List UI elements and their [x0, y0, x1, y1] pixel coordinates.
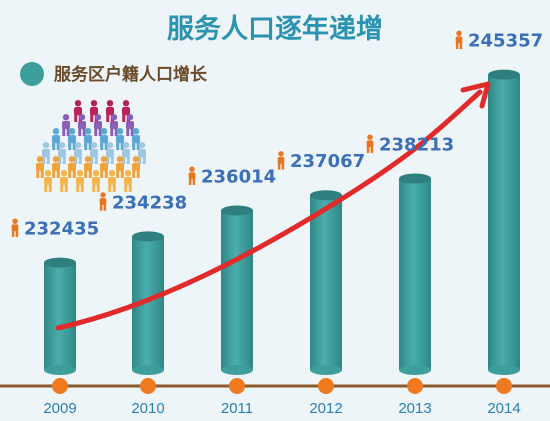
- bar-top: [132, 231, 164, 242]
- trend-arrow: [55, 81, 491, 331]
- crowd-person-icon: [60, 170, 68, 192]
- trend-arrow-head: [460, 81, 491, 109]
- bar-top: [221, 205, 253, 216]
- bar-base: [399, 365, 431, 375]
- x-axis: 2009 2010 2011 2012 2013 2014: [0, 378, 550, 417]
- crowd-person-icon: [100, 128, 108, 150]
- data-label: 245357: [455, 30, 543, 52]
- trend-arrow-line: [55, 89, 483, 331]
- crowd-person-icon: [100, 156, 108, 178]
- crowd-person-icon: [92, 170, 100, 192]
- crowd-of-people-icon: [36, 100, 146, 192]
- chart-title: 服务人口逐年递增: [167, 13, 383, 45]
- x-tick-label: 2011: [221, 400, 253, 417]
- bar-base: [488, 365, 520, 375]
- person-icon: [11, 218, 19, 237]
- crowd-person-icon: [90, 142, 98, 164]
- crowd-person-icon: [132, 156, 140, 178]
- value-labels: 232435 234238 236014 237067 238213 245357: [11, 30, 543, 240]
- crowd-person-icon: [126, 114, 134, 136]
- bar-top: [488, 69, 520, 80]
- x-tick-label: 2014: [487, 400, 520, 417]
- person-icon: [99, 192, 107, 211]
- person-icon: [277, 151, 285, 170]
- bar: [310, 190, 342, 375]
- bar-body: [488, 74, 520, 370]
- crowd-person-icon: [84, 156, 92, 178]
- crowd-person-icon: [124, 170, 132, 192]
- crowd-person-icon: [116, 156, 124, 178]
- data-label: 236014: [188, 166, 276, 188]
- crowd-person-icon: [132, 128, 140, 150]
- data-label: 232435: [11, 218, 99, 240]
- crowd-person-icon: [36, 156, 44, 178]
- value-label: 245357: [468, 31, 543, 52]
- data-label: 238213: [366, 134, 454, 156]
- legend-marker-icon: [20, 62, 44, 86]
- person-icon: [366, 134, 374, 153]
- bar: [221, 205, 253, 375]
- bar: [44, 257, 76, 375]
- bar: [399, 173, 431, 375]
- x-tick-label: 2013: [398, 400, 431, 417]
- crowd-person-icon: [108, 170, 116, 192]
- crowd-person-icon: [106, 142, 114, 164]
- person-icon: [455, 30, 463, 50]
- year-marker: [140, 378, 156, 394]
- crowd-person-icon: [138, 142, 146, 164]
- value-label: 236014: [201, 167, 276, 188]
- value-label: 237067: [290, 151, 365, 172]
- person-icon: [188, 166, 196, 185]
- x-tick-label: 2010: [131, 400, 164, 417]
- legend-label: 服务区户籍人口增长: [54, 64, 208, 85]
- year-marker: [229, 378, 245, 394]
- legend: 服务区户籍人口增长: [20, 62, 208, 86]
- value-label: 232435: [24, 219, 99, 240]
- x-tick-label: 2012: [309, 400, 342, 417]
- crowd-person-icon: [78, 114, 86, 136]
- crowd-person-icon: [52, 128, 60, 150]
- bar-base: [132, 365, 164, 375]
- data-label: 234238: [99, 192, 187, 213]
- bar-base: [221, 365, 253, 375]
- bar-top: [310, 190, 342, 201]
- crowd-person-icon: [84, 128, 92, 150]
- data-label: 237067: [277, 151, 365, 172]
- year-marker: [52, 378, 68, 394]
- value-label: 234238: [112, 192, 187, 213]
- year-marker: [496, 378, 512, 394]
- crowd-person-icon: [68, 156, 76, 178]
- crowd-person-icon: [74, 142, 82, 164]
- crowd-person-icon: [52, 156, 60, 178]
- crowd-person-icon: [62, 114, 70, 136]
- crowd-person-icon: [58, 142, 66, 164]
- crowd-person-icon: [94, 114, 102, 136]
- bar-base: [44, 365, 76, 375]
- value-label: 238213: [379, 135, 454, 156]
- bar-base: [310, 365, 342, 375]
- crowd-person-icon: [76, 170, 84, 192]
- bar-body: [399, 178, 431, 370]
- crowd-person-icon: [68, 128, 76, 150]
- bar-body: [44, 262, 76, 370]
- x-tick-label: 2009: [43, 400, 76, 417]
- bar: [488, 69, 520, 375]
- bar-body: [310, 195, 342, 370]
- crowd-person-icon: [44, 170, 52, 192]
- crowd-person-icon: [110, 114, 118, 136]
- year-marker: [318, 378, 334, 394]
- crowd-person-icon: [116, 128, 124, 150]
- crowd-person-icon: [42, 142, 50, 164]
- bar-top: [44, 257, 76, 268]
- crowd-person-icon: [122, 142, 130, 164]
- year-marker: [407, 378, 423, 394]
- bar-body: [221, 210, 253, 370]
- bar-top: [399, 173, 431, 184]
